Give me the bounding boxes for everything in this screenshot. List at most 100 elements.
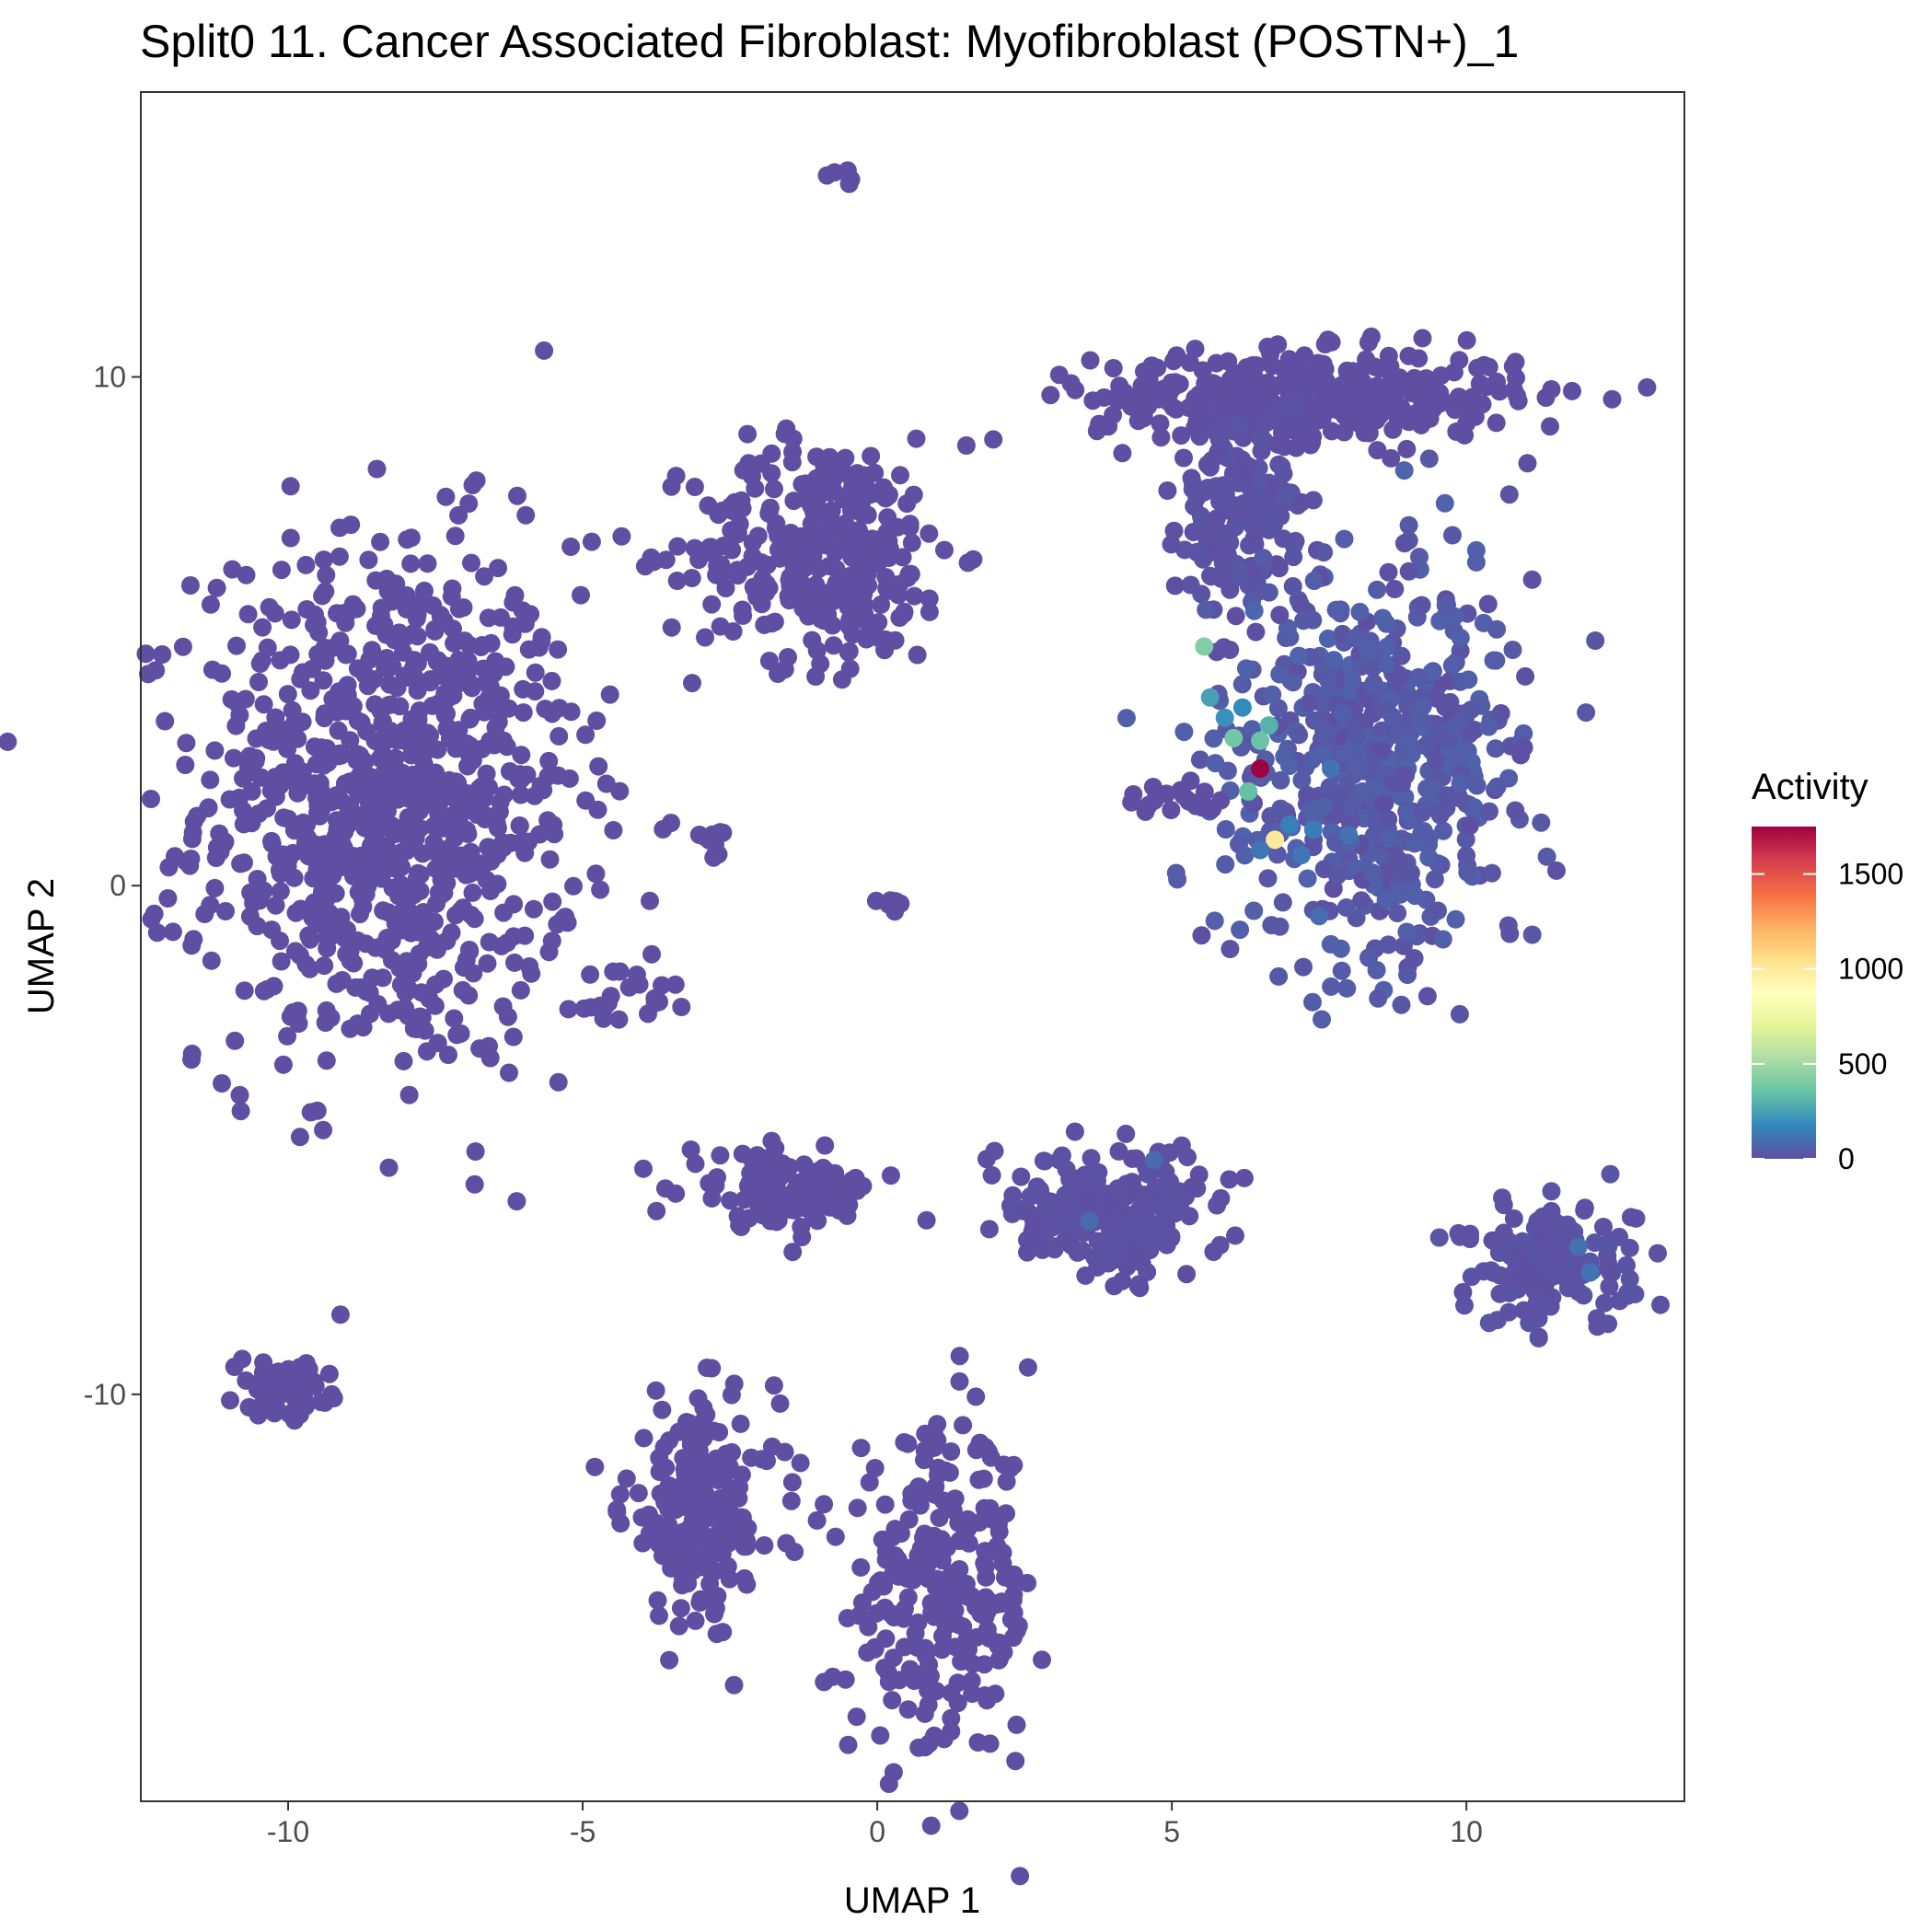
data-point (582, 532, 601, 551)
data-point (1226, 1226, 1244, 1245)
data-point (1457, 846, 1476, 865)
data-point (1313, 1010, 1331, 1029)
data-point (777, 419, 796, 438)
data-point (408, 784, 426, 804)
data-point (927, 1682, 946, 1701)
data-point (1031, 1180, 1049, 1199)
data-point (1164, 521, 1184, 540)
data-point (748, 1175, 768, 1195)
data-point (1597, 1237, 1616, 1256)
data-point (1128, 411, 1148, 431)
data-point (348, 1014, 367, 1034)
data-point (329, 721, 348, 740)
data-point (1207, 477, 1226, 496)
data-point (213, 1074, 231, 1093)
data-point (1327, 866, 1347, 885)
data-point (1087, 422, 1106, 441)
data-point (688, 1550, 708, 1569)
data-point-highlighted (1322, 759, 1340, 779)
data-point (1033, 1650, 1051, 1670)
data-point (883, 1528, 902, 1546)
data-point (437, 719, 457, 738)
data-point (838, 164, 857, 183)
data-point (672, 998, 691, 1016)
data-point (281, 477, 300, 496)
data-point (287, 1007, 307, 1026)
data-point (230, 705, 249, 724)
data-point (308, 803, 327, 822)
data-point (992, 1594, 1012, 1614)
data-point (1192, 926, 1211, 945)
data-point (317, 890, 336, 909)
data-point (505, 585, 525, 605)
data-point (301, 1103, 320, 1122)
data-point (1486, 739, 1505, 758)
data-point (1537, 847, 1556, 866)
data-point (1193, 392, 1212, 411)
data-point (1413, 329, 1432, 348)
data-point (338, 920, 356, 940)
data-point (254, 695, 273, 714)
data-point (634, 1429, 654, 1448)
data-point-highlighted (1266, 830, 1285, 850)
data-point (759, 652, 779, 670)
data-point (283, 843, 303, 862)
data-point (142, 790, 160, 808)
data-point (900, 515, 920, 534)
data-point (779, 648, 797, 666)
data-point (317, 565, 336, 584)
data-point (711, 617, 730, 636)
data-point (1380, 829, 1399, 848)
data-point (1343, 671, 1362, 690)
data-point (543, 892, 562, 911)
data-point-highlighted (1224, 728, 1244, 747)
data-point (581, 965, 600, 984)
data-point-highlighted (1259, 716, 1278, 735)
data-point (535, 341, 554, 360)
data-point (1410, 548, 1429, 567)
data-point (1294, 611, 1313, 631)
data-point (1190, 750, 1209, 769)
data-point (445, 526, 465, 546)
data-point (330, 631, 350, 651)
data-point (1388, 849, 1407, 868)
data-point (1379, 562, 1398, 582)
data-point (679, 1451, 699, 1470)
data-point (1412, 596, 1431, 615)
data-point (694, 1411, 713, 1430)
data-point (928, 1569, 946, 1589)
data-point (1065, 1122, 1084, 1141)
data-point (1430, 611, 1450, 631)
data-point (1446, 909, 1465, 929)
data-point (1451, 773, 1470, 792)
data-point (792, 1228, 812, 1246)
data-point (1367, 961, 1386, 979)
data-point (860, 1473, 879, 1492)
data-point (748, 526, 768, 546)
data-point (604, 821, 623, 839)
data-point (984, 430, 1003, 449)
data-point (463, 883, 482, 902)
data-point (457, 865, 476, 885)
data-points (0, 161, 1670, 1886)
data-point (1493, 1188, 1511, 1208)
data-point (1236, 659, 1255, 678)
data-point (1203, 374, 1222, 393)
data-point (962, 1587, 981, 1606)
x-axis: -10 -5 0 5 10 (267, 1801, 1483, 1848)
data-point-highlighted (1080, 1211, 1099, 1231)
data-point (1159, 392, 1178, 411)
data-point (1394, 534, 1414, 553)
data-point (839, 642, 858, 662)
data-point (1428, 689, 1447, 708)
data-point (1174, 448, 1193, 468)
data-point (1138, 1263, 1157, 1281)
data-point (477, 764, 496, 783)
data-point (1350, 602, 1370, 621)
data-point (458, 743, 478, 762)
data-point (507, 1192, 526, 1211)
data-point (867, 548, 886, 567)
data-point (281, 528, 300, 548)
data-point (1220, 1170, 1239, 1189)
data-point (1315, 360, 1335, 379)
